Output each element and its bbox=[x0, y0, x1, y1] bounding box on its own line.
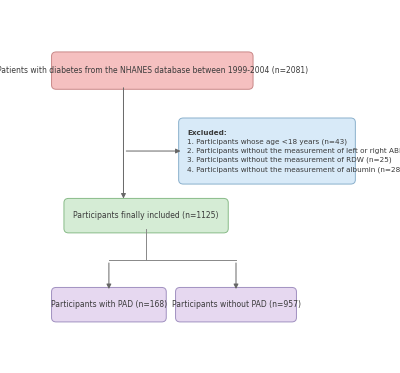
Text: Participants with PAD (n=168): Participants with PAD (n=168) bbox=[51, 300, 167, 309]
Text: 2. Participants without the measurement of left or right ABPI (n=860): 2. Participants without the measurement … bbox=[187, 148, 400, 154]
Text: 3. Participants without the measurement of RDW (n=25): 3. Participants without the measurement … bbox=[187, 157, 392, 163]
FancyBboxPatch shape bbox=[176, 288, 296, 322]
Text: Excluded:: Excluded: bbox=[187, 130, 227, 136]
Text: 1. Participants whose age <18 years (n=43): 1. Participants whose age <18 years (n=4… bbox=[187, 139, 347, 145]
FancyBboxPatch shape bbox=[64, 198, 228, 233]
Text: 4. Participants without the measurement of albumin (n=28): 4. Participants without the measurement … bbox=[187, 166, 400, 173]
FancyBboxPatch shape bbox=[52, 52, 253, 89]
Text: Participants finally included (n=1125): Participants finally included (n=1125) bbox=[73, 211, 219, 220]
Text: Patients with diabetes from the NHANES database between 1999-2004 (n=2081): Patients with diabetes from the NHANES d… bbox=[0, 66, 308, 75]
Text: Participants without PAD (n=957): Participants without PAD (n=957) bbox=[172, 300, 300, 309]
FancyBboxPatch shape bbox=[52, 288, 166, 322]
FancyBboxPatch shape bbox=[179, 118, 355, 184]
